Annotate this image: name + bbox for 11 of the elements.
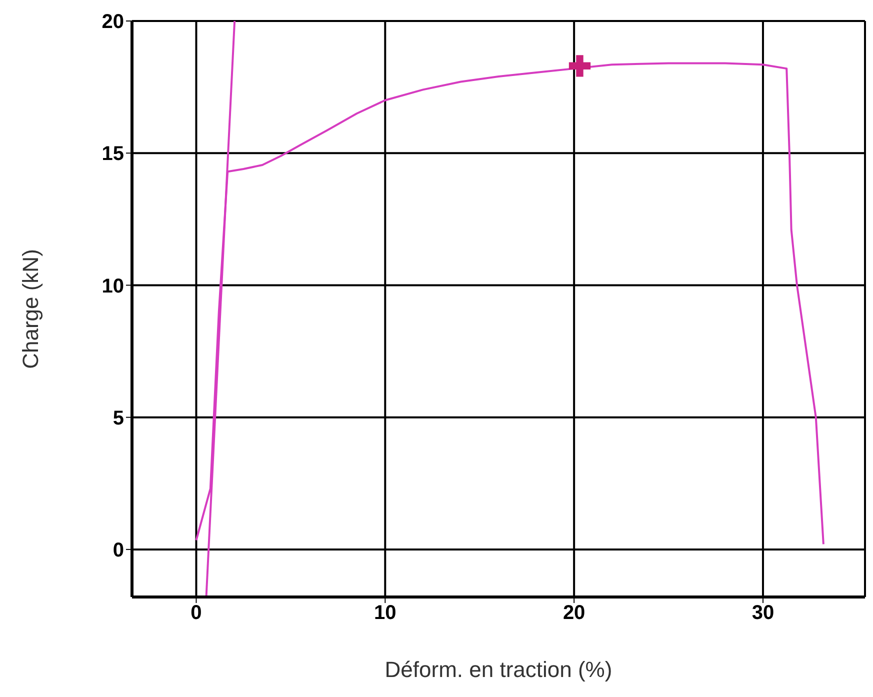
y-tick-label: 20 — [102, 11, 124, 34]
y-tick-label: 10 — [102, 275, 124, 298]
x-tick-label: 0 — [190, 602, 202, 624]
x-tick-label: 30 — [752, 602, 774, 624]
y-tick-label: 15 — [102, 143, 124, 166]
y-tick-label: 5 — [112, 407, 124, 430]
y-axis-title: Charge (kN) — [18, 249, 43, 369]
x-tick-label: 20 — [562, 602, 586, 624]
x-tick-label: 10 — [374, 602, 396, 624]
x-axis-title: Déform. en traction (%) — [384, 657, 612, 682]
y-tick-label: 0 — [112, 540, 124, 562]
